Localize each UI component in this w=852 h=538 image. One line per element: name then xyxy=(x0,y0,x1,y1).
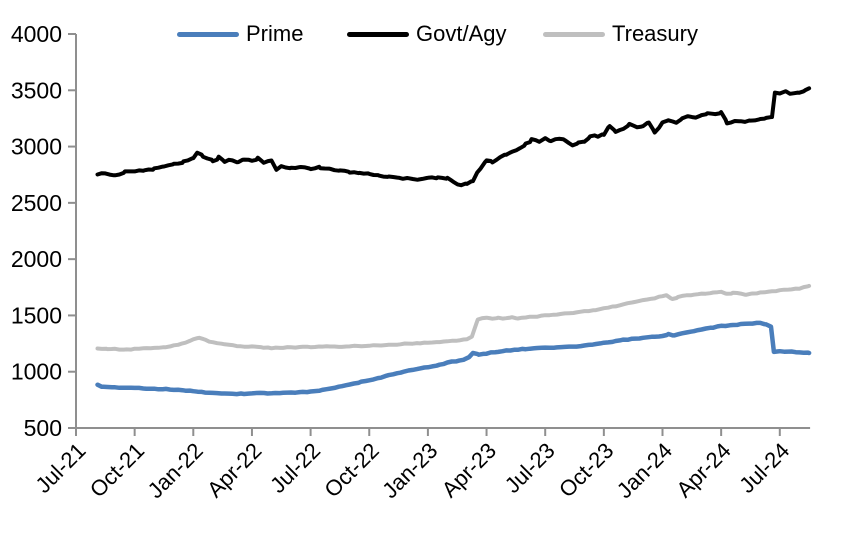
x-tick-label: Oct-22 xyxy=(319,438,383,502)
x-tick-label: Jul-24 xyxy=(734,438,794,498)
x-tick-label: Jul-22 xyxy=(265,438,325,498)
y-tick-label: 2500 xyxy=(11,190,62,216)
x-tick-label: Apr-24 xyxy=(671,438,735,502)
x-tick-label: Jan-22 xyxy=(143,438,208,503)
y-tick-label: 3500 xyxy=(11,77,62,103)
x-tick-label: Oct-23 xyxy=(554,438,618,502)
x-tick-label: Oct-21 xyxy=(85,438,149,502)
x-tick-label: Jan-24 xyxy=(612,438,677,503)
legend: Prime Govt/Agy Treasury xyxy=(0,0,852,46)
y-tick-label: 1500 xyxy=(11,302,62,328)
series-line-treasury xyxy=(95,283,812,352)
series-line-govt-agy xyxy=(95,86,812,188)
legend-item-prime: Prime xyxy=(177,22,303,46)
x-tick-label: Jul-23 xyxy=(500,438,560,498)
legend-swatch-prime xyxy=(177,31,239,37)
y-tick-label: 500 xyxy=(24,415,62,441)
legend-item-treasury: Treasury xyxy=(543,22,698,46)
legend-item-govt-agy: Govt/Agy xyxy=(347,22,506,46)
series-line-prime xyxy=(95,320,812,397)
y-tick-label: 1000 xyxy=(11,359,62,385)
y-tick-label: 3000 xyxy=(11,134,62,160)
legend-label-treasury: Treasury xyxy=(612,21,698,46)
y-tick-label: 2000 xyxy=(11,246,62,272)
legend-swatch-govt-agy xyxy=(347,31,409,37)
x-tick-label: Jan-23 xyxy=(377,438,442,503)
y-tick-label: 4000 xyxy=(11,21,62,47)
x-tick-label: Apr-22 xyxy=(202,438,266,502)
legend-label-prime: Prime xyxy=(246,21,304,46)
legend-label-govt-agy: Govt/Agy xyxy=(416,21,507,46)
x-tick-label: Apr-23 xyxy=(437,438,501,502)
x-tick-label: Jul-21 xyxy=(30,438,90,498)
legend-swatch-treasury xyxy=(543,31,605,37)
